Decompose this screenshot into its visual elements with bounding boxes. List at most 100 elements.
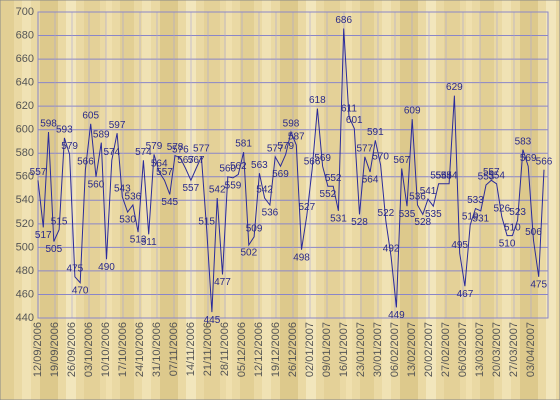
value-label: 530 — [119, 215, 136, 226]
value-label: 609 — [404, 106, 421, 117]
value-label: 576 — [172, 145, 189, 156]
value-label: 569 — [520, 153, 537, 164]
value-label: 545 — [161, 197, 178, 208]
value-label: 569 — [314, 153, 331, 164]
y-tick-label: 660 — [16, 53, 34, 65]
x-tick-label: 03/10/2006 — [83, 322, 95, 377]
value-label: 562 — [230, 161, 247, 172]
x-tick-label: 02/01/2007 — [304, 322, 316, 377]
value-label: 515 — [198, 216, 215, 227]
x-tick-label: 13/03/2007 — [474, 322, 486, 377]
value-label: 570 — [372, 152, 389, 163]
value-label: 490 — [98, 262, 115, 273]
x-tick-label: 21/11/2006 — [202, 322, 214, 376]
y-tick-label: 460 — [16, 288, 34, 300]
x-tick-label: 20/02/2007 — [423, 322, 435, 377]
x-tick-label: 16/01/2007 — [338, 322, 350, 377]
x-tick-label: 10/10/2006 — [100, 322, 112, 377]
value-label: 553 — [478, 172, 495, 183]
value-label: 564 — [362, 175, 379, 186]
value-label: 566 — [304, 156, 321, 167]
value-label: 495 — [451, 240, 468, 251]
value-label: 579 — [146, 141, 163, 152]
x-tick-label: 07/11/2006 — [168, 322, 180, 376]
value-label: 577 — [356, 143, 373, 154]
y-tick-label: 520 — [16, 218, 34, 230]
value-label: 523 — [509, 207, 526, 218]
value-label: 587 — [288, 132, 305, 143]
value-label: 467 — [457, 289, 474, 300]
value-label: 522 — [378, 208, 395, 219]
value-label: 511 — [141, 237, 157, 248]
value-label: 513 — [130, 235, 147, 246]
line — [37, 28, 545, 313]
x-tick-label: 12/12/2006 — [253, 322, 265, 377]
value-label: 554 — [436, 170, 453, 181]
value-label: 566 — [77, 156, 94, 167]
value-label: 517 — [35, 230, 52, 241]
value-label: 574 — [135, 147, 152, 158]
value-label: 557 — [156, 167, 173, 178]
value-label: 477 — [214, 277, 231, 288]
value-label: 574 — [103, 147, 120, 158]
value-label: 560 — [88, 179, 105, 190]
x-tick-label: 03/04/2007 — [525, 322, 537, 377]
y-tick-label: 480 — [16, 265, 34, 277]
value-label: 618 — [309, 95, 326, 106]
value-label: 526 — [493, 203, 510, 214]
value-label: 557 — [483, 167, 500, 178]
value-label: 531 — [330, 214, 347, 225]
value-label: 528 — [351, 217, 368, 228]
x-tick-label: 31/10/2006 — [151, 322, 163, 377]
value-label: 515 — [51, 216, 68, 227]
x-tick-label: 26/12/2006 — [287, 322, 299, 377]
value-label: 581 — [235, 139, 252, 150]
value-label: 535 — [425, 209, 442, 220]
value-label: 579 — [277, 141, 294, 152]
x-tick-label: 17/10/2006 — [117, 322, 129, 377]
value-label: 569 — [272, 169, 289, 180]
value-label: 577 — [193, 143, 210, 154]
value-label: 564 — [151, 159, 168, 170]
y-tick-label: 580 — [16, 147, 34, 159]
x-tick-label: 27/03/2007 — [508, 322, 520, 377]
value-label: 519 — [462, 212, 479, 223]
value-label: 557 — [30, 167, 47, 178]
value-label: 629 — [446, 82, 463, 93]
x-tick-label: 14/11/2006 — [185, 322, 197, 376]
value-label: 552 — [325, 173, 342, 184]
x-tick-label: 20/03/2007 — [491, 322, 503, 377]
value-label: 583 — [515, 136, 532, 147]
x-tick-label: 05/12/2006 — [236, 322, 248, 377]
value-label: 536 — [125, 192, 142, 203]
value-label: 498 — [293, 252, 310, 263]
value-label: 566 — [536, 156, 553, 167]
x-tick-label: 19/12/2006 — [270, 322, 282, 377]
value-label: 554 — [441, 170, 458, 181]
value-label: 593 — [56, 125, 73, 136]
value-label: 541 — [420, 186, 437, 197]
value-label: 611 — [341, 103, 357, 114]
value-label: 686 — [335, 15, 352, 26]
plot-frame — [37, 11, 549, 319]
value-label: 601 — [346, 115, 363, 126]
y-tick-label: 440 — [16, 312, 34, 324]
value-label: 560 — [219, 163, 236, 174]
value-label: 475 — [530, 279, 547, 290]
value-label: 567 — [177, 155, 194, 166]
y-tick-label: 500 — [16, 241, 34, 253]
value-label: 589 — [93, 129, 110, 140]
value-label: 577 — [267, 143, 284, 154]
value-label: 510 — [499, 238, 516, 249]
x-tick-label: 28/11/2006 — [219, 322, 231, 376]
x-tick-label: 06/02/2007 — [389, 322, 401, 377]
value-label: 527 — [298, 202, 315, 213]
value-label: 557 — [183, 183, 200, 194]
value-label: 445 — [204, 315, 221, 326]
value-label: 597 — [109, 120, 126, 131]
value-label: 552 — [320, 189, 337, 200]
x-tick-label: 09/01/2007 — [321, 322, 333, 377]
value-label: 554 — [430, 170, 447, 181]
value-label: 559 — [225, 181, 242, 192]
